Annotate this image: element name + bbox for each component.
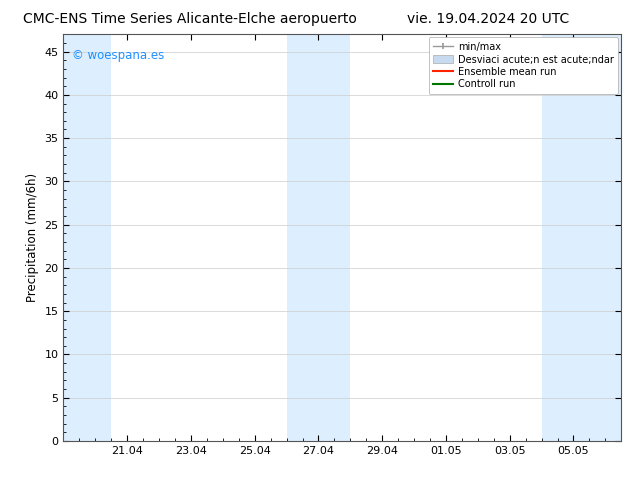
Bar [287, 34, 351, 441]
Text: vie. 19.04.2024 20 UTC: vie. 19.04.2024 20 UTC [407, 12, 569, 26]
Bar [63, 34, 111, 441]
Y-axis label: Precipitation (mm/6h): Precipitation (mm/6h) [26, 173, 39, 302]
Bar [541, 34, 621, 441]
Legend: min/max, Desviaci acute;n est acute;ndar, Ensemble mean run, Controll run: min/max, Desviaci acute;n est acute;ndar… [429, 37, 618, 94]
Text: © woespana.es: © woespana.es [72, 49, 164, 62]
Text: CMC-ENS Time Series Alicante-Elche aeropuerto: CMC-ENS Time Series Alicante-Elche aerop… [23, 12, 357, 26]
